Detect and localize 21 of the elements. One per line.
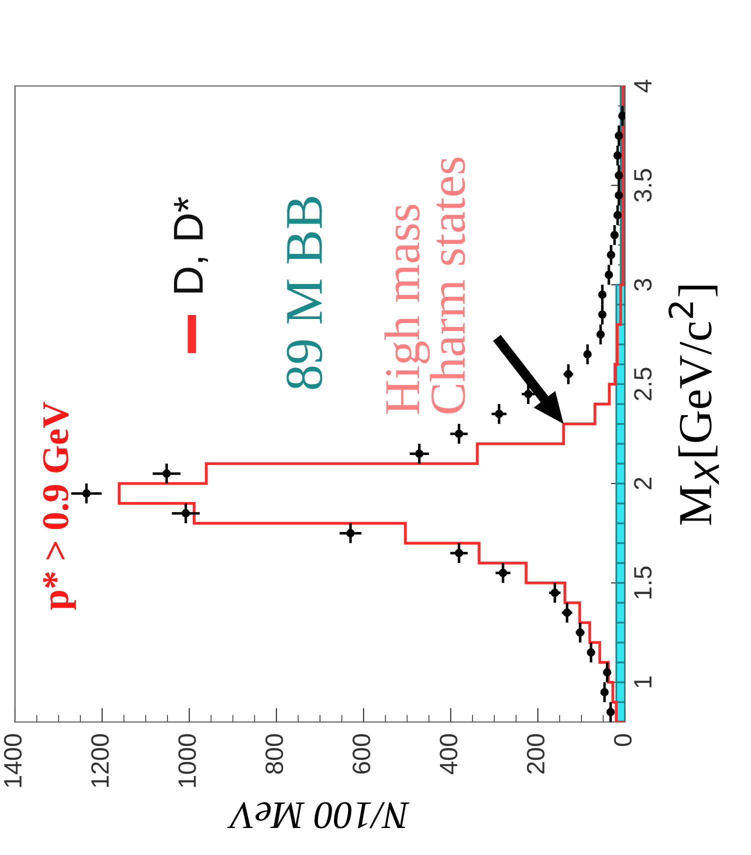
y-tick-label: 1 <box>634 676 652 688</box>
annotation: High mass Charm states <box>384 158 466 414</box>
y-tick-label: 2 <box>634 478 652 490</box>
y-tick-label: 3 <box>634 278 652 291</box>
x-tick-label: 600 <box>352 734 370 774</box>
y-tick-label: 3.5 <box>634 169 652 202</box>
y-tick-label: 1.5 <box>634 566 652 598</box>
x-tick-label: 400 <box>440 734 458 774</box>
x-tick-label: 1400 <box>4 734 22 787</box>
x-tick-label: 800 <box>265 734 284 774</box>
x-tick-label: 0 <box>614 734 632 746</box>
annotation: 89 M BB <box>286 197 322 389</box>
annotation: p* > 0.9 GeV <box>43 402 76 610</box>
text: D, D* <box>174 196 208 292</box>
x-tick-label: 200 <box>526 734 545 774</box>
x-tick-label: 1200 <box>91 734 109 787</box>
y-tick-label: 2.5 <box>634 368 652 400</box>
x-axis-title: N/100 MeV <box>227 802 410 828</box>
x-tick-label: 1000 <box>178 734 196 787</box>
y-tick-label: 4 <box>634 80 652 92</box>
y-axis-title: M$_{X}$[GeV/c$^{2}$] <box>668 286 719 525</box>
